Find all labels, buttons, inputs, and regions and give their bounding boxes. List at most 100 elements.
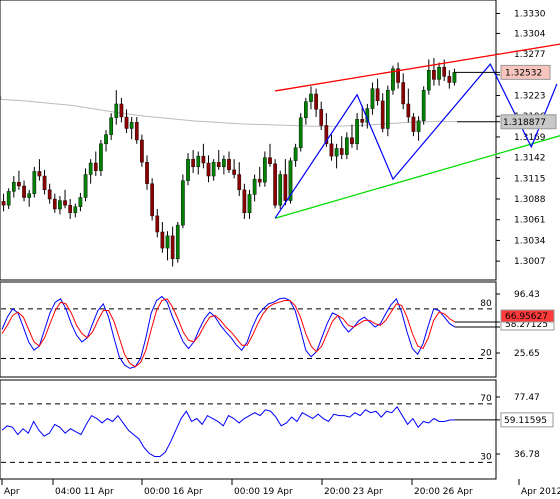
time-tick-label: 20:00 23 Apr [324,487,383,497]
bullish-candle [437,66,441,80]
lower-channel-line [274,135,560,219]
time-tick-label: Apr [4,487,20,497]
bearish-candle [442,66,447,77]
bearish-candle [63,200,67,206]
bearish-candle [206,162,211,177]
main-line [1,406,456,458]
rsi-value-box [500,412,554,428]
bullish-candle [32,171,37,194]
bearish-candle [93,162,98,171]
bearish-candle [47,189,52,200]
osc-tick-label: 25.65 [514,349,540,359]
osc-tick-label: 96.43 [514,290,540,300]
price-tick-label: 1.3169 [514,133,546,143]
bullish-candle [104,134,108,145]
ma-value-label: 1.318877 [503,118,546,128]
bullish-candle [247,194,252,214]
ma-value-box [500,114,557,130]
price-tick-label: 1.3330 [514,10,546,20]
time-tick-label: 00:00 19 Apr [234,487,293,497]
bearish-candle [406,103,411,118]
rsi-pane: 70 30 77.47 36.78 59.11595 [1,393,554,463]
bullish-candle [114,103,119,118]
bullish-candle [175,224,180,260]
bearish-candle [396,68,400,83]
bullish-candle [73,206,78,214]
bullish-candle [211,162,216,177]
osc-tick-label: 36.78 [514,450,540,460]
bullish-candle [288,160,293,201]
bullish-candle [109,117,113,135]
bearish-candle [283,174,288,201]
price-tick-label: 1.3007 [514,257,546,267]
main-line [1,295,456,369]
bearish-candle [273,163,277,206]
bearish-candle [22,185,26,198]
bearish-candle [375,88,380,102]
price-tick-label: 1.3304 [514,29,546,39]
bearish-candle [134,122,139,141]
bearish-candle [124,116,129,129]
bearish-candle [1,201,6,206]
bullish-candle [278,174,283,206]
bullish-candle [165,235,170,249]
zigzag-pattern-line [274,63,558,219]
signal-line [1,298,456,368]
bullish-candle [181,180,185,226]
moving-average-line [0,96,457,127]
bullish-candle [6,191,11,206]
bullish-candle [58,200,62,210]
bullish-candle [334,148,339,157]
bullish-candle [355,119,359,145]
bearish-candle [268,157,272,164]
bearish-candle [232,169,236,175]
bullish-candle [99,143,103,171]
bullish-candle [421,89,426,122]
price-tick-label: 1.3088 [514,195,546,205]
bullish-candle [304,101,308,118]
bearish-candle [257,178,262,183]
bearish-candle [191,158,195,168]
price-tick-label: 1.3034 [514,236,546,246]
bullish-candle [78,197,83,207]
bullish-candle [293,147,298,161]
price-pane-frame [0,0,497,281]
bearish-candle [432,70,436,80]
time-tick-label: 20:00 26 Apr [414,487,473,497]
bearish-candle [145,162,149,184]
level-label: 20 [480,348,492,358]
bullish-candle [88,162,93,175]
signal-value-box [500,309,555,323]
bullish-candle [298,117,303,148]
bearish-candle [380,100,385,129]
bearish-candle [170,235,175,260]
time-tick-label: 04:00 11 Apr [55,487,114,497]
bullish-candle [252,178,257,195]
price-pane: 1.33301.33041.32771.32501.32231.31961.31… [0,10,560,267]
signal-value-label: 66.95627 [505,312,548,322]
level-label: 30 [480,452,492,462]
bullish-candle [186,158,190,181]
time-tick-label: Apr 2012 [521,487,560,497]
bearish-candle [119,103,124,118]
bearish-candle [324,125,329,145]
bullish-candle [309,93,313,102]
bullish-candle [452,72,457,83]
bearish-candle [237,174,242,191]
bearish-candle [339,148,344,155]
level-label: 70 [480,394,492,404]
bearish-candle [401,82,406,105]
bearish-candle [140,139,144,163]
bullish-candle [27,193,32,198]
bullish-candle [11,181,16,192]
bearish-candle [329,143,334,157]
bearish-candle [360,119,365,123]
bearish-candle [52,198,57,210]
price-tick-label: 1.3223 [514,92,546,102]
bullish-candle [345,137,349,155]
price-tick-label: 1.3061 [514,216,546,226]
bearish-candle [37,171,42,177]
price-tick-label: 1.3277 [514,50,546,60]
bullish-candle [391,68,395,91]
